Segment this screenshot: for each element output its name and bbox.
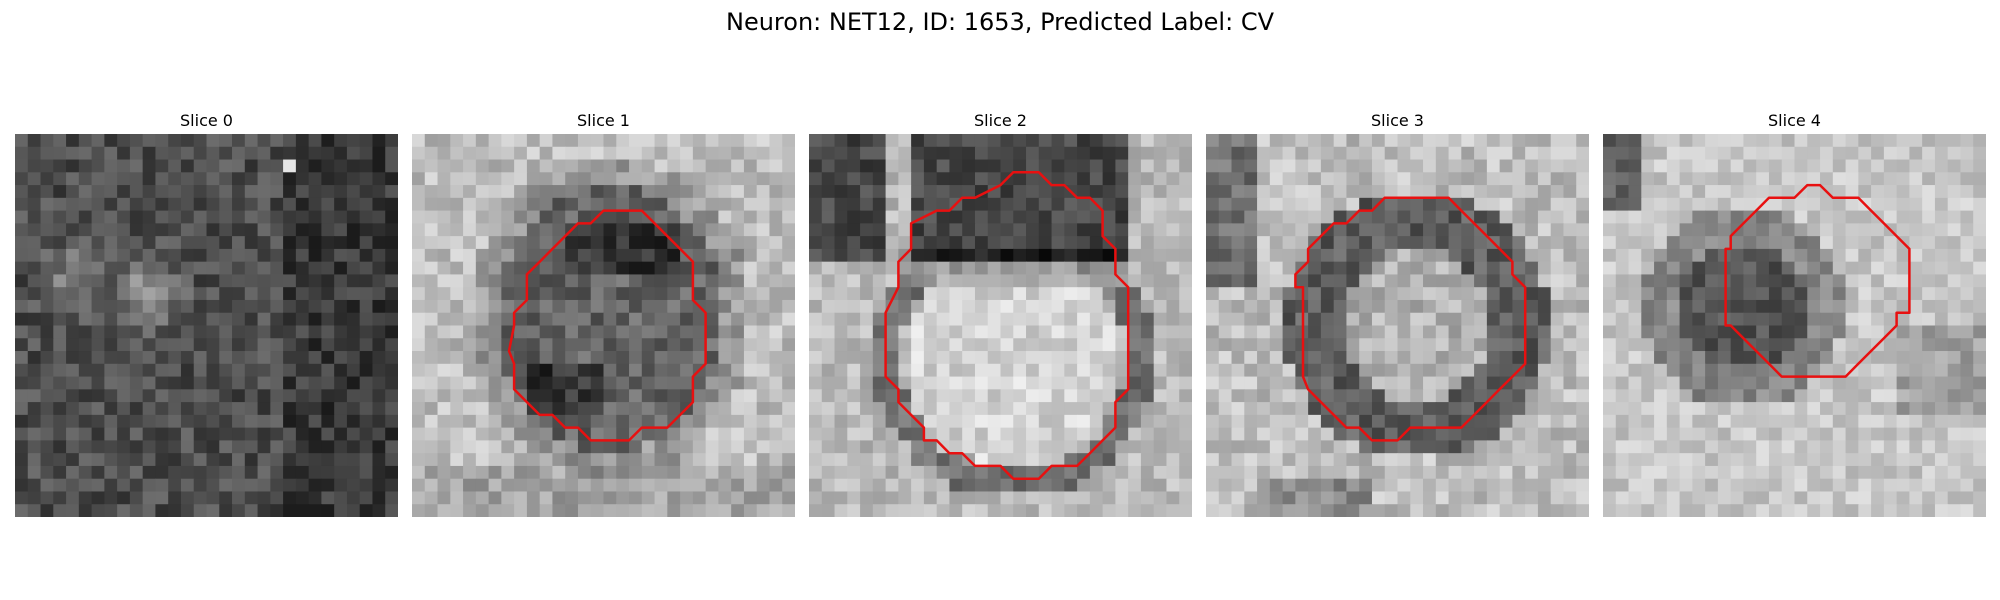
image-panel-slice-4 bbox=[1603, 134, 1986, 517]
slice-image-3 bbox=[1206, 134, 1589, 517]
panel-title-slice-2: Slice 2 bbox=[974, 111, 1027, 130]
slice-image-4 bbox=[1603, 134, 1986, 517]
figure-title: Neuron: NET12, ID: 1653, Predicted Label… bbox=[726, 8, 1274, 36]
vesicle-contour-3 bbox=[1294, 196, 1527, 442]
slice-image-1 bbox=[412, 134, 795, 517]
vesicle-contour-1 bbox=[507, 209, 707, 442]
image-panel-slice-2 bbox=[809, 134, 1192, 517]
slice-image-0 bbox=[15, 134, 398, 517]
panel-title-slice-3: Slice 3 bbox=[1371, 111, 1424, 130]
image-panel-slice-3 bbox=[1206, 134, 1589, 517]
vesicle-contour-2 bbox=[884, 171, 1130, 480]
panel-title-slice-1: Slice 1 bbox=[577, 111, 630, 130]
slice-image-2 bbox=[809, 134, 1192, 517]
panel-title-slice-0: Slice 0 bbox=[180, 111, 233, 130]
vesicle-contour-4 bbox=[1724, 183, 1911, 378]
image-panel-slice-0 bbox=[15, 134, 398, 517]
image-panel-slice-1 bbox=[412, 134, 795, 517]
panel-title-slice-4: Slice 4 bbox=[1768, 111, 1821, 130]
